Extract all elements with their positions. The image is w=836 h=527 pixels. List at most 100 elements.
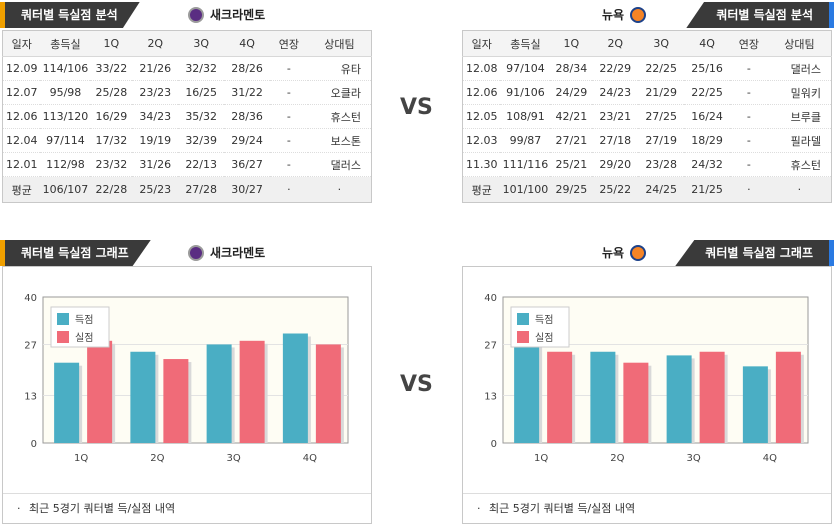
table-row: 12.03 99/87 27/21 27/18 27/19 18/29- 필라델 bbox=[462, 128, 832, 153]
x-tick-label: 1Q bbox=[534, 453, 548, 464]
table-cell: - bbox=[270, 128, 308, 153]
y-tick-label: 27 bbox=[484, 340, 497, 351]
table-cell: 22/25 bbox=[638, 56, 685, 81]
column-header: 2Q bbox=[132, 30, 179, 57]
average-cell: 22/28 bbox=[90, 176, 133, 203]
average-row: 평균 101/100 29/25 25/22 24/25 21/25 · · bbox=[462, 176, 832, 203]
table-cell: 21/26 bbox=[132, 56, 179, 81]
table-cell: 밀워키 bbox=[767, 80, 832, 105]
table-row: 12.09 114/106 33/22 21/26 32/32 28/26- 유타 bbox=[2, 56, 372, 81]
column-header: 연장 bbox=[730, 30, 768, 57]
average-cell: 평균 bbox=[2, 176, 41, 203]
left-team-label: 새크라멘토 bbox=[188, 2, 265, 28]
bar-allowed bbox=[163, 359, 189, 443]
table-cell: 23/28 bbox=[638, 152, 685, 177]
table-cell: 12.08 bbox=[462, 56, 501, 81]
average-cell: · bbox=[730, 176, 768, 203]
table-cell: - bbox=[730, 152, 768, 177]
table-row: 12.08 97/104 28/34 22/29 22/25 25/16- 댈러스 bbox=[462, 56, 832, 81]
legend-swatch bbox=[517, 313, 529, 325]
table-cell: 12.06 bbox=[2, 104, 41, 129]
right-table-title: 쿼터별 득실점 분석 bbox=[686, 2, 834, 28]
table-cell: 28/36 bbox=[224, 104, 270, 129]
left-table-header: 쿼터별 득실점 분석 새크라멘토 bbox=[0, 2, 372, 28]
table-cell: 25/21 bbox=[550, 152, 593, 177]
table-cell: 114/106 bbox=[40, 56, 91, 81]
right-table-header: 뉴욕 쿼터별 득실점 분석 bbox=[462, 2, 834, 28]
table-cell: - bbox=[730, 128, 768, 153]
column-header: 일자 bbox=[462, 30, 501, 57]
table-cell: 16/25 bbox=[178, 80, 225, 105]
table-cell: 23/23 bbox=[132, 80, 179, 105]
column-header: 총득실 bbox=[40, 30, 91, 57]
x-tick-label: 1Q bbox=[74, 453, 88, 464]
table-cell: 35/32 bbox=[178, 104, 225, 129]
table-cell: 18/29 bbox=[684, 128, 730, 153]
x-tick-label: 4Q bbox=[763, 453, 777, 464]
knicks-logo-icon bbox=[630, 245, 647, 261]
table-cell: 27/19 bbox=[638, 128, 685, 153]
table-cell: 필라델 bbox=[767, 128, 832, 153]
table-cell: 22/13 bbox=[178, 152, 225, 177]
table-cell: 12.04 bbox=[2, 128, 41, 153]
bar-allowed bbox=[775, 351, 801, 443]
table-cell: 12.05 bbox=[462, 104, 501, 129]
bar-scored bbox=[514, 337, 540, 443]
table-cell: - bbox=[730, 104, 768, 129]
y-tick-label: 40 bbox=[24, 293, 37, 304]
table-cell: 112/98 bbox=[40, 152, 91, 177]
left-chart-team-label: 새크라멘토 bbox=[188, 240, 265, 266]
average-cell: · bbox=[270, 176, 308, 203]
bar-allowed bbox=[87, 340, 113, 443]
table-header-row: 일자 총득실 1Q 2Q 3Q 4Q 연장 상대팀 bbox=[2, 30, 372, 57]
table-cell: 108/91 bbox=[500, 104, 551, 129]
table-cell: 32/32 bbox=[178, 56, 225, 81]
table-cell: - bbox=[730, 80, 768, 105]
left-chart-header: 쿼터별 득실점 그래프 새크라멘토 bbox=[0, 240, 372, 266]
column-header: 4Q bbox=[684, 30, 730, 57]
table-cell: 34/23 bbox=[132, 104, 179, 129]
table-cell: 113/120 bbox=[40, 104, 91, 129]
table-cell: 22/29 bbox=[592, 56, 639, 81]
table-cell: 29/20 bbox=[592, 152, 639, 177]
y-tick-label: 0 bbox=[31, 439, 37, 450]
average-cell: 25/22 bbox=[592, 176, 639, 203]
table-cell: 16/24 bbox=[684, 104, 730, 129]
table-cell: 댈러스 bbox=[767, 56, 832, 81]
column-header: 4Q bbox=[224, 30, 270, 57]
table-cell: 댈러스 bbox=[307, 152, 372, 177]
average-cell: · bbox=[767, 176, 832, 203]
table-cell: 휴스턴 bbox=[767, 152, 832, 177]
bar-allowed bbox=[315, 344, 341, 443]
column-header: 1Q bbox=[90, 30, 133, 57]
table-cell: 95/98 bbox=[40, 80, 91, 105]
column-header: 2Q bbox=[592, 30, 639, 57]
bar-scored bbox=[666, 355, 692, 443]
bar-scored bbox=[54, 362, 80, 443]
table-cell: 오클라 bbox=[307, 80, 372, 105]
table-cell: 33/22 bbox=[90, 56, 133, 81]
column-header: 상대팀 bbox=[307, 30, 372, 57]
table-cell: 17/32 bbox=[90, 128, 133, 153]
column-header: 1Q bbox=[550, 30, 593, 57]
table-cell: 23/21 bbox=[592, 104, 639, 129]
table-cell: 28/34 bbox=[550, 56, 593, 81]
table-cell: - bbox=[270, 104, 308, 129]
x-tick-label: 2Q bbox=[150, 453, 164, 464]
bar-scored bbox=[742, 366, 768, 443]
table-cell: 12.09 bbox=[2, 56, 41, 81]
right-chart-team-name: 뉴욕 bbox=[602, 246, 625, 260]
table-cell: 28/26 bbox=[224, 56, 270, 81]
legend-label: 실점 bbox=[535, 332, 553, 344]
legend-label: 득점 bbox=[75, 314, 93, 326]
table-cell: 브루클 bbox=[767, 104, 832, 129]
table-cell: 24/23 bbox=[592, 80, 639, 105]
table-cell: 12.03 bbox=[462, 128, 501, 153]
table-row: 12.04 97/114 17/32 19/19 32/39 29/24- 보스톤 bbox=[2, 128, 372, 153]
table-cell: 27/25 bbox=[638, 104, 685, 129]
left-chart-footer: 최근 5경기 쿼터별 득/실점 내역 bbox=[3, 493, 371, 524]
table-cell: 유타 bbox=[307, 56, 372, 81]
